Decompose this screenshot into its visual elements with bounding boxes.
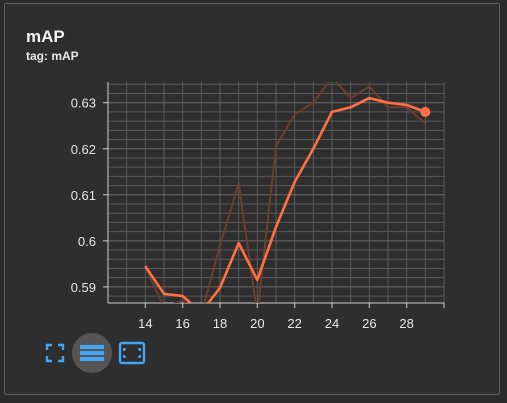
y-tick-label: 0.6 bbox=[78, 234, 96, 249]
y-tick-label: 0.59 bbox=[71, 280, 96, 295]
fullscreen-icon bbox=[45, 343, 65, 363]
y-tick-label: 0.61 bbox=[71, 188, 96, 203]
x-tick-label: 22 bbox=[287, 316, 301, 331]
toggle-log-button[interactable] bbox=[72, 333, 112, 373]
card-title: mAP bbox=[26, 27, 65, 46]
x-tick-label: 20 bbox=[250, 316, 264, 331]
x-tick-label: 28 bbox=[399, 316, 413, 331]
card-tag: tag: mAP bbox=[26, 49, 79, 63]
x-tick-label: 16 bbox=[175, 316, 189, 331]
scalar-card bbox=[4, 3, 500, 395]
x-tick-label: 18 bbox=[213, 316, 227, 331]
smoothed-series-line bbox=[144, 96, 426, 303]
y-tick-label: 0.63 bbox=[71, 96, 96, 111]
list-icon bbox=[80, 345, 104, 361]
series-group bbox=[144, 82, 426, 303]
y-tick-label: 0.62 bbox=[71, 142, 96, 157]
card-toolbar bbox=[35, 333, 155, 373]
x-tick-label: 26 bbox=[362, 316, 376, 331]
raw-series-line bbox=[144, 82, 426, 303]
fit-domain-icon bbox=[118, 341, 146, 365]
x-tick-label: 24 bbox=[325, 316, 339, 331]
fullscreen-button[interactable] bbox=[35, 333, 75, 373]
x-tick-label: 14 bbox=[138, 316, 152, 331]
fit-domain-button[interactable] bbox=[112, 333, 152, 373]
last-point-marker bbox=[420, 106, 431, 117]
